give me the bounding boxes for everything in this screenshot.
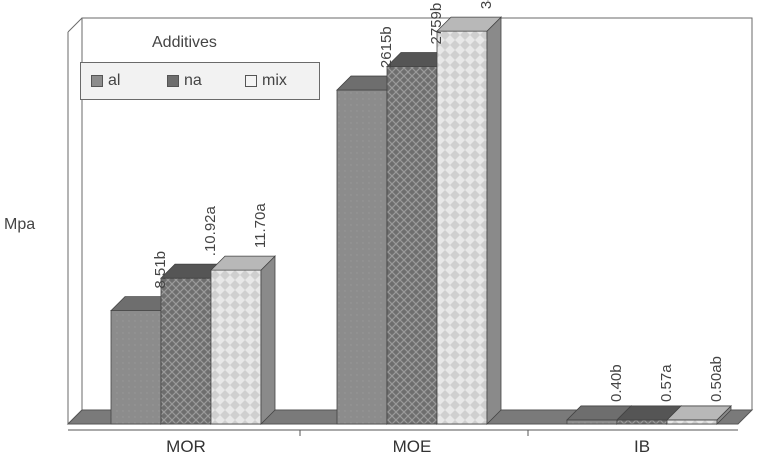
bar-top xyxy=(666,405,732,421)
bar-side xyxy=(486,16,502,425)
legend-swatch-mix xyxy=(245,75,257,87)
legend: al na mix xyxy=(80,62,320,100)
data-label-ib-na: 0.57a xyxy=(658,364,675,402)
x-tick-label-moe: MOE xyxy=(393,437,432,456)
data-label-mor-mix: 11.70a xyxy=(252,203,269,248)
legend-label-al: al xyxy=(108,72,121,89)
frame-corner xyxy=(67,17,83,33)
legend-swatch-na xyxy=(167,75,179,87)
data-label-mor-na: .10.92a xyxy=(202,205,219,256)
bar-front xyxy=(160,277,212,425)
bar-front xyxy=(210,269,262,425)
data-label-moe-na: 2759b xyxy=(428,3,445,45)
bar-mor-mix xyxy=(210,255,276,425)
bar-top xyxy=(436,16,502,32)
bar-front xyxy=(616,419,668,425)
x-tick-label-mor: MOR xyxy=(166,437,206,456)
bar-top xyxy=(210,255,276,271)
legend-item-al: al xyxy=(91,72,120,90)
legend-swatch-al xyxy=(91,75,103,87)
bar-front xyxy=(386,66,438,425)
legend-label-mix: mix xyxy=(262,72,287,89)
bar-side xyxy=(260,255,276,425)
bar-moe-mix xyxy=(436,16,502,425)
legend-label-na: na xyxy=(184,72,202,89)
bar-front xyxy=(336,89,388,425)
data-label-moe-mix: 3461a xyxy=(478,0,495,9)
y-axis-label: Mpa xyxy=(4,216,36,233)
legend-item-mix: mix xyxy=(245,72,287,90)
x-tick-label-ib: IB xyxy=(634,437,650,456)
bar-ib-mix xyxy=(666,404,732,425)
data-label-moe-al: 2615b xyxy=(378,26,395,68)
legend-title: Additives xyxy=(152,34,217,51)
bar-front xyxy=(110,310,162,425)
bar-front xyxy=(566,419,618,425)
legend-item-na: na xyxy=(167,72,202,90)
data-label-ib-al: 0.40b xyxy=(608,364,625,402)
bar-front xyxy=(436,30,488,425)
data-label-mor-al: 8.51b xyxy=(152,251,169,289)
bar-front xyxy=(666,419,718,425)
data-label-ib-mix: 0.50ab xyxy=(708,356,725,402)
